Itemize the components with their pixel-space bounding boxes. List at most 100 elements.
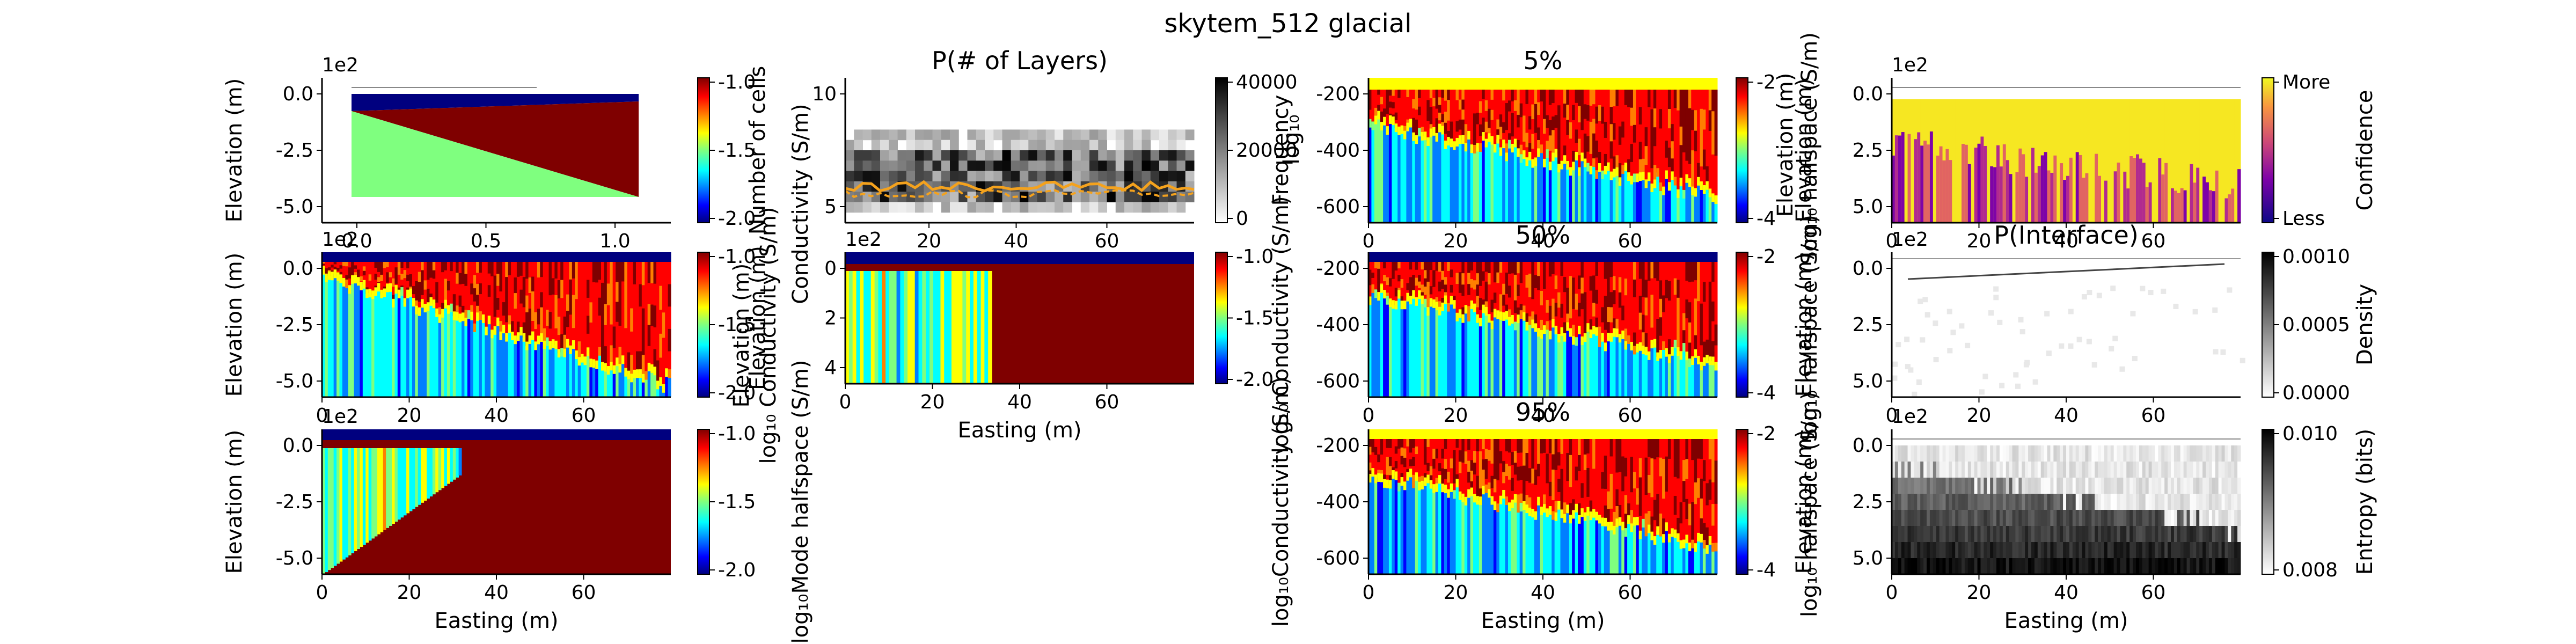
section-transition-cell <box>1563 514 1567 523</box>
section-upper-cell <box>1583 470 1587 486</box>
section-lower-cell <box>1374 120 1378 223</box>
low-confidence-cell <box>2015 172 2019 223</box>
colorbar-tick-label: 20000 <box>1236 140 1298 162</box>
section-upper-cell <box>624 350 628 373</box>
confidence-cell <box>2234 99 2238 223</box>
layer-count-cell <box>1107 171 1116 182</box>
section-upper-cell <box>1499 90 1503 103</box>
entropy-cell <box>1967 526 1972 543</box>
layer-count-cell <box>1150 202 1160 213</box>
layer-count-cell <box>845 202 854 213</box>
section-upper-cell <box>1711 341 1715 362</box>
entropy-cell <box>1901 445 1905 462</box>
section-lower-cell <box>1691 544 1695 574</box>
section-transition-cell <box>1667 182 1671 191</box>
entropy-cell <box>1949 526 1952 543</box>
section-upper-cell <box>1644 439 1648 458</box>
section-lower-cell <box>1394 128 1398 223</box>
entropy-cell <box>1971 494 1975 510</box>
section-upper-cell <box>601 282 604 304</box>
section-upper-cell <box>1397 268 1401 275</box>
section-upper-cell <box>1386 448 1389 457</box>
section-upper-cell <box>479 294 482 305</box>
section-upper-cell <box>1493 101 1497 114</box>
section-upper-cell <box>1563 292 1567 308</box>
section-lower-cell <box>1429 302 1433 397</box>
layer-count-cell <box>1124 160 1133 172</box>
section-upper-cell <box>633 284 636 308</box>
section-transition-cell <box>1397 290 1401 299</box>
section-upper-cell <box>1421 448 1424 458</box>
section-transition-cell <box>1453 141 1456 150</box>
section-upper-cell <box>1371 90 1375 97</box>
section-upper-cell <box>1484 272 1488 282</box>
section-transition-cell <box>438 314 442 323</box>
section-top-cell <box>1429 252 1433 262</box>
section-upper-cell <box>435 282 439 293</box>
section-upper-cell <box>1447 120 1451 131</box>
section-upper-cell <box>612 262 616 284</box>
x-tick-label: 0 <box>1363 405 1375 427</box>
section-lower-cell <box>1467 135 1471 223</box>
section-upper-cell <box>612 305 616 327</box>
section-upper-cell <box>1371 272 1375 279</box>
entropy-cell <box>1949 494 1952 510</box>
section-upper-cell <box>1659 476 1663 495</box>
section-upper-cell <box>1560 303 1564 318</box>
section-top-cell <box>1464 252 1468 262</box>
section-lower-cell <box>377 287 380 397</box>
section-upper-cell <box>1618 163 1622 182</box>
entropy-cell <box>1945 542 1949 559</box>
section-upper-cell <box>1499 463 1503 476</box>
section-upper-cell <box>1595 485 1599 501</box>
section-upper-cell <box>627 262 631 285</box>
section-upper-cell <box>325 268 328 272</box>
section-transition-cell <box>1592 509 1596 518</box>
section-upper-cell <box>554 262 558 279</box>
section-transition-cell <box>333 269 337 279</box>
section-upper-cell <box>1613 439 1616 458</box>
section-upper-cell <box>1499 305 1503 317</box>
layer-count-cell <box>967 129 977 141</box>
section-lower-cell <box>1453 145 1456 223</box>
section-upper-cell <box>1523 90 1526 103</box>
section-transition-cell <box>1598 515 1601 524</box>
section-transition-cell <box>1458 135 1462 144</box>
section-upper-cell <box>1694 335 1697 354</box>
section-upper-cell <box>1540 90 1543 102</box>
section-upper-cell <box>566 327 569 344</box>
section-transition-cell <box>1467 130 1471 140</box>
section-top-cell <box>516 252 520 262</box>
section-upper-cell <box>534 262 538 279</box>
low-confidence-cell <box>1967 164 1972 223</box>
section-lower-cell <box>1575 341 1578 397</box>
entropy-cell <box>1971 558 1975 575</box>
entropy-cell <box>1904 462 1908 478</box>
section-upper-cell <box>1583 90 1587 105</box>
section-upper-cell <box>473 275 477 289</box>
section-transition-cell <box>1450 296 1453 305</box>
section-upper-cell <box>1638 124 1642 142</box>
interface-speckle <box>2086 339 2092 345</box>
section-lower-cell <box>1397 487 1401 574</box>
section-upper-cell <box>470 262 474 273</box>
section-upper-cell <box>1569 90 1572 106</box>
section-transition-cell <box>481 314 485 323</box>
section-upper-cell <box>418 282 421 292</box>
y-axis-label: Elevation (m) <box>222 253 247 397</box>
mean-column-cell <box>988 271 992 384</box>
section-transition-cell <box>345 280 349 289</box>
section-upper-cell <box>1377 90 1381 96</box>
colorbar <box>1736 429 1748 575</box>
section-upper-cell <box>1476 136 1480 148</box>
section-upper-cell <box>1423 439 1427 448</box>
section-upper-cell <box>1650 311 1654 328</box>
section-transition-cell <box>1583 158 1587 167</box>
entropy-cell <box>1904 526 1908 543</box>
section-upper-cell <box>499 291 503 307</box>
layer-count-cell <box>976 150 985 161</box>
section-upper-cell <box>1648 439 1651 458</box>
section-top-cell <box>1706 429 1709 439</box>
section-transition-cell <box>1435 133 1439 142</box>
section-lower-cell <box>1566 509 1570 574</box>
